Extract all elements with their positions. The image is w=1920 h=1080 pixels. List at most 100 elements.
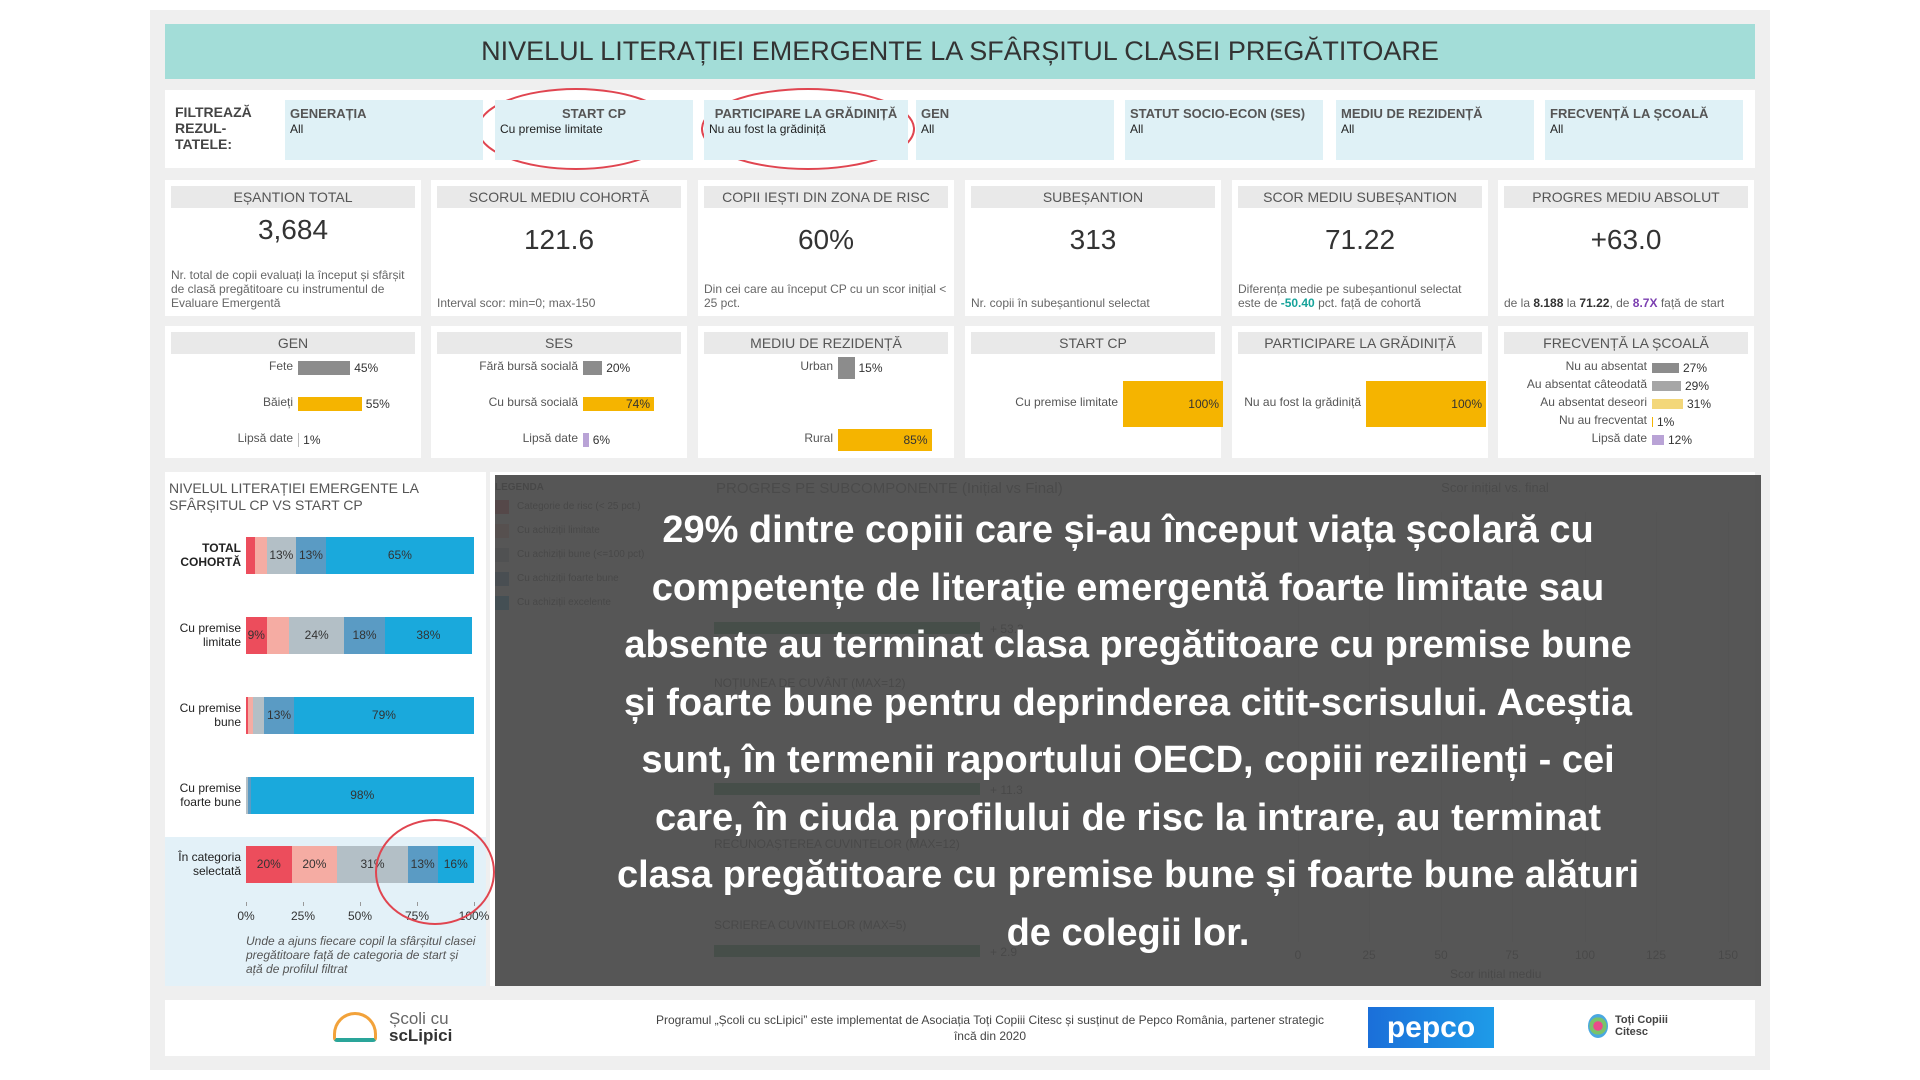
mini-title: FRECVENȚĂ LA ȘCOALĂ: [1504, 332, 1748, 354]
bar-segment: [325, 537, 474, 574]
row-label: Cu premise foarte bune: [179, 781, 241, 809]
bar: [1652, 435, 1664, 445]
note-part: 8.188: [1533, 296, 1564, 310]
bar-segment: [246, 697, 249, 734]
bar: [298, 361, 351, 375]
value-label: 31%: [360, 857, 385, 871]
kpi-title: COPII IEȘTI DIN ZONA DE RISC: [704, 186, 948, 208]
kpi-note: Nr. total de copii evaluați la început ș…: [171, 268, 415, 310]
value-label: 13%: [267, 708, 292, 722]
overlay-line: 29% dintre copiii care și-au început via…: [662, 509, 1594, 551]
row-label: Cu bursă socială: [488, 395, 578, 409]
row-label: Lipsă date: [1591, 431, 1647, 445]
bar-segment: [266, 617, 290, 654]
logo-mark: [333, 1012, 377, 1042]
value-label: 65%: [387, 548, 412, 562]
kpi-card: SCOR MEDIU SUBEȘANTION 71.22 Diferența med…: [1232, 180, 1488, 316]
value-label: 98%: [350, 788, 375, 802]
filter-box: PARTICIPARE LA GRĂDINIȚĂ Nu au fost la gr…: [704, 100, 908, 160]
filter-name: START CP: [561, 106, 627, 121]
value-label: 15%: [858, 361, 883, 375]
tick-mark: [417, 902, 418, 906]
filter-box: MEDIU DE REZIDENȚĂ All: [1336, 100, 1534, 160]
mini-title: MEDIU DE REZIDENȚĂ: [704, 332, 948, 354]
kpi-value: 3,684: [257, 214, 329, 245]
note-part: 71.22: [1579, 296, 1610, 310]
bar-segment: [266, 537, 297, 574]
bar-segment: [246, 846, 292, 883]
bar-segment: [250, 777, 474, 814]
bar: [1652, 417, 1653, 427]
kpi-value: 71.22: [1324, 224, 1396, 255]
value-label: 12%: [1668, 433, 1693, 447]
bar: [1366, 381, 1486, 427]
bar: [1123, 381, 1223, 427]
filter-name: FRECVENȚĂ LA ȘCOALĂ: [1550, 106, 1709, 121]
overlay: 29% dintre copiii care și-au început via…: [495, 475, 1761, 986]
value-label: 38%: [416, 628, 441, 642]
note-part: Nr. copii în subeșantionul selectat: [971, 296, 1150, 310]
row-label: Au absentat deseori: [1540, 395, 1647, 409]
bar: [1652, 381, 1681, 391]
filter-name: MEDIU DE REZIDENȚĂ: [1341, 106, 1483, 121]
mini-title: SES: [437, 332, 681, 354]
tick-mark: [360, 902, 361, 906]
kpi-card: EȘANTION TOTAL 3,684 Nr. total de copii ev…: [165, 180, 421, 316]
filter-name: STATUT SOCIO-ECON (SES): [1130, 106, 1306, 121]
tcc-text: Citesc: [1615, 1026, 1649, 1038]
row-label: Lipsă date: [522, 431, 578, 445]
value-label: 45%: [354, 361, 379, 375]
mini-chart: MEDIU DE REZIDENȚĂ Urban 15% Rural 85%: [698, 326, 954, 458]
filter-value: All: [1341, 122, 1355, 136]
kpi-note: de la 8.188 la 71.22, de 8.7X față de st…: [1504, 296, 1748, 310]
bar-segment: [293, 697, 474, 734]
row-label: Cu premise limitate: [179, 621, 241, 649]
bar: [583, 361, 603, 375]
overlay-line: care, în ciuda profilului de risc la int…: [654, 796, 1602, 839]
row-label: În categoria selectată: [178, 850, 241, 878]
mini-title: START CP: [971, 332, 1215, 354]
kpi-title: SCORUL MEDIU COHORTĂ: [437, 186, 681, 208]
value-label: 13%: [269, 548, 294, 562]
filter-label: FILTREAZĂ REZUL- TATELE:: [175, 104, 252, 152]
filter-value: All: [921, 122, 935, 136]
mini-chart: PARTICIPARE LA GRĂDINIȚĂ Nu au fost la gr…: [1232, 326, 1488, 458]
row-label: TOTAL COHORTĂ: [180, 541, 241, 569]
kpi-title: EȘANTION TOTAL: [171, 186, 415, 208]
row-label: Nu au fost la grădiniță: [1244, 395, 1361, 409]
value-label: 85%: [903, 433, 928, 447]
bar-segment: [337, 846, 408, 883]
bar-segment: [248, 697, 253, 734]
overlay-line: clasa pregătitoare cu premise bune și fo…: [616, 854, 1640, 896]
kpi-note: Diferența medie pe subeșantionul selecta…: [1238, 282, 1482, 310]
mini-chart: SES Fără bursă socială 20% Cu bursă socială…: [431, 326, 687, 458]
value-label: 13%: [298, 548, 323, 562]
row-label: Urban: [800, 359, 833, 373]
tick-mark: [474, 902, 475, 906]
x-tick-label: 50%: [347, 909, 373, 923]
filter-value: Cu premise limitate: [500, 122, 603, 136]
value-label: 31%: [1687, 397, 1712, 411]
bar: [838, 429, 932, 451]
note-part: față de start: [1657, 296, 1725, 310]
kpi-note: Interval scor: min=0; max-150: [437, 296, 681, 310]
filter-box: GEN All: [916, 100, 1114, 160]
bar: [1652, 399, 1683, 409]
value-label: 1%: [303, 433, 321, 447]
row-label: Cu premise bune: [179, 701, 241, 729]
chart-title: NIVELUL LITERAȚIEI EMERGENTE LA SFÂRȘITU…: [169, 480, 419, 513]
bar-segment: [344, 617, 386, 654]
bar-segment: [385, 617, 472, 654]
note-part: , de: [1609, 296, 1633, 310]
row-label: Au absentat câteodată: [1526, 377, 1647, 391]
filter-box: START CP Cu premise limitate: [495, 100, 693, 160]
value-label: 27%: [1683, 361, 1708, 375]
bar: [583, 433, 589, 447]
note-part: 8.7X: [1632, 296, 1658, 310]
value-label: 74%: [626, 397, 651, 411]
bar-segment: [296, 537, 326, 574]
filter-value: All: [1130, 122, 1144, 136]
note-part: la: [1563, 296, 1580, 310]
